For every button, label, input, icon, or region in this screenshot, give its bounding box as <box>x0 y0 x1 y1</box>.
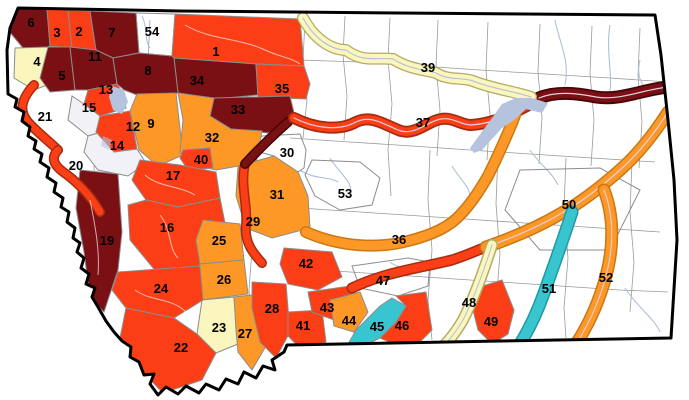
basin-label-28[interactable]: 28 <box>265 301 279 316</box>
basin-label-39[interactable]: 39 <box>421 60 435 75</box>
basin-23[interactable] <box>196 296 239 354</box>
basins <box>7 8 515 394</box>
band-upper-missouri-dark-fill[interactable] <box>241 118 292 168</box>
basin-label-17[interactable]: 17 <box>166 168 180 183</box>
basin-label-54[interactable]: 54 <box>145 24 160 39</box>
basin-label-27[interactable]: 27 <box>238 326 252 341</box>
basin-label-50[interactable]: 50 <box>562 197 576 212</box>
basin-label-31[interactable]: 31 <box>270 187 284 202</box>
basin-label-7[interactable]: 7 <box>108 25 115 40</box>
band-20-fill[interactable] <box>50 146 104 216</box>
basin-5[interactable] <box>39 46 76 93</box>
basin-labels: 1234567891112131415161719202122232425262… <box>27 15 613 355</box>
band-51-fill[interactable] <box>515 207 577 349</box>
overlay-streams <box>89 24 301 313</box>
basin-label-25[interactable]: 25 <box>212 233 226 248</box>
basin-label-14[interactable]: 14 <box>110 138 125 153</box>
basin-label-44[interactable]: 44 <box>342 313 357 328</box>
lakes <box>101 86 548 153</box>
basin-label-4[interactable]: 4 <box>33 54 41 69</box>
basin-44[interactable] <box>329 291 369 333</box>
basin-label-48[interactable]: 48 <box>462 295 476 310</box>
band-39-fill[interactable] <box>298 13 536 102</box>
basin-label-29[interactable]: 29 <box>246 214 260 229</box>
basin-label-40[interactable]: 40 <box>194 152 208 167</box>
basin-label-15[interactable]: 15 <box>82 100 96 115</box>
basin-label-43[interactable]: 43 <box>320 300 334 315</box>
river-bands <box>17 12 676 354</box>
basin-label-5[interactable]: 5 <box>58 68 65 83</box>
band-52-fill[interactable] <box>571 185 617 349</box>
basin-label-46[interactable]: 46 <box>395 318 409 333</box>
basin-label-6[interactable]: 6 <box>27 15 34 30</box>
basin-label-22[interactable]: 22 <box>174 340 188 355</box>
basin-34[interactable] <box>173 57 259 100</box>
basin-label-41[interactable]: 41 <box>296 318 310 333</box>
fort-peck-lake <box>470 98 548 153</box>
basin-label-24[interactable]: 24 <box>154 281 169 296</box>
map-content <box>7 8 676 394</box>
basin-1[interactable] <box>171 13 305 67</box>
basin-label-45[interactable]: 45 <box>370 319 384 334</box>
basin-label-49[interactable]: 49 <box>484 314 498 329</box>
band-29-fill[interactable] <box>239 160 266 267</box>
band-missouri-centerline <box>538 86 670 99</box>
basin-label-13[interactable]: 13 <box>99 82 113 97</box>
band-upper-yellowstone-fill[interactable] <box>348 243 490 292</box>
basin-label-23[interactable]: 23 <box>212 320 226 335</box>
band-39-centerline <box>302 17 532 98</box>
basin-label-51[interactable]: 51 <box>542 281 556 296</box>
band-21-fill[interactable] <box>18 81 62 154</box>
basin-label-47[interactable]: 47 <box>376 273 390 288</box>
basin-label-42[interactable]: 42 <box>299 256 313 271</box>
basin-label-33[interactable]: 33 <box>231 102 245 117</box>
basin-label-52[interactable]: 52 <box>599 270 613 285</box>
basin-label-12[interactable]: 12 <box>126 119 140 134</box>
basin-label-8[interactable]: 8 <box>144 63 151 78</box>
basin-label-19[interactable]: 19 <box>100 233 114 248</box>
small-reservoir <box>101 136 112 150</box>
basin-label-35[interactable]: 35 <box>275 81 289 96</box>
basin-label-3[interactable]: 3 <box>53 25 60 40</box>
basin-label-20[interactable]: 20 <box>69 158 83 173</box>
basin-label-1[interactable]: 1 <box>212 44 219 59</box>
basin-label-53[interactable]: 53 <box>338 186 352 201</box>
basin-label-16[interactable]: 16 <box>160 220 174 235</box>
basin-label-37[interactable]: 37 <box>416 115 430 130</box>
basin-53[interactable] <box>304 159 381 211</box>
basin-42[interactable] <box>279 247 343 291</box>
basin-label-36[interactable]: 36 <box>392 232 406 247</box>
basin-label-21[interactable]: 21 <box>38 109 52 124</box>
band-yellowstone-centerline <box>485 111 669 248</box>
basin-label-26[interactable]: 26 <box>217 272 231 287</box>
basin-label-11[interactable]: 11 <box>88 49 102 64</box>
basin-label-2[interactable]: 2 <box>75 24 82 39</box>
band-36-fill[interactable] <box>301 107 521 251</box>
basin-label-34[interactable]: 34 <box>190 73 205 88</box>
basin-label-9[interactable]: 9 <box>147 116 154 131</box>
basin-label-32[interactable]: 32 <box>205 130 219 145</box>
basin-label-30[interactable]: 30 <box>280 145 294 160</box>
basin-35[interactable] <box>255 63 311 100</box>
band-52-centerline <box>575 189 613 345</box>
flathead-lake <box>109 86 128 114</box>
